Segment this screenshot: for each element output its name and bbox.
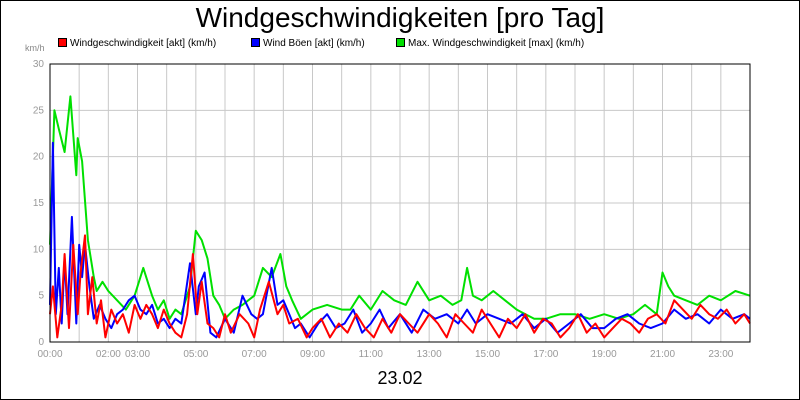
x-tick-label: 02:00: [96, 349, 121, 360]
x-tick-label: 09:00: [300, 349, 325, 360]
x-tick-label: 00:00: [37, 349, 62, 360]
legend-label: Max. Windgeschwindigkeit [max] (km/h): [408, 38, 585, 49]
legend-item-wind-boeen: Wind Böen [akt] (km/h): [251, 38, 365, 49]
x-tick-label: 05:00: [183, 349, 208, 360]
y-tick-label: 10: [33, 244, 45, 255]
x-tick-label: 21:00: [650, 349, 675, 360]
x-tick-label: 19:00: [592, 349, 617, 360]
legend-swatch-green: [396, 38, 405, 47]
x-tick-label: 15:00: [475, 349, 500, 360]
y-axis-unit-label: km/h: [25, 43, 45, 53]
legend-swatch-red: [58, 38, 67, 47]
x-tick-label: 11:00: [359, 349, 384, 360]
y-tick-label: 20: [33, 152, 45, 163]
x-tick-label: 13:00: [417, 349, 442, 360]
legend-label: Wind Böen [akt] (km/h): [263, 38, 365, 49]
series-line-speed: [49, 234, 751, 339]
x-tick-label: 17:00: [533, 349, 558, 360]
y-tick-label: 5: [38, 291, 44, 302]
x-tick-label: 03:00: [125, 349, 150, 360]
y-tick-label: 25: [33, 105, 45, 116]
y-tick-label: 30: [33, 59, 45, 70]
x-tick-label: 07:00: [242, 349, 267, 360]
legend-swatch-blue: [251, 38, 260, 47]
x-axis-date-label: 23.02: [377, 368, 423, 388]
legend-label: Windgeschwindigkeit [akt] (km/h): [70, 38, 217, 49]
legend-item-max-windgeschwindigkeit: Max. Windgeschwindigkeit [max] (km/h): [396, 38, 584, 49]
chart-title: Windgeschwindigkeiten [pro Tag]: [195, 2, 605, 33]
series-line-max: [49, 95, 751, 320]
legend-item-windgeschwindigkeit: Windgeschwindigkeit [akt] (km/h): [58, 38, 216, 49]
plot-area-border: [49, 63, 751, 343]
x-tick-label: 23:00: [708, 349, 733, 360]
y-tick-label: 0: [38, 337, 44, 348]
y-tick-label: 15: [33, 198, 45, 209]
